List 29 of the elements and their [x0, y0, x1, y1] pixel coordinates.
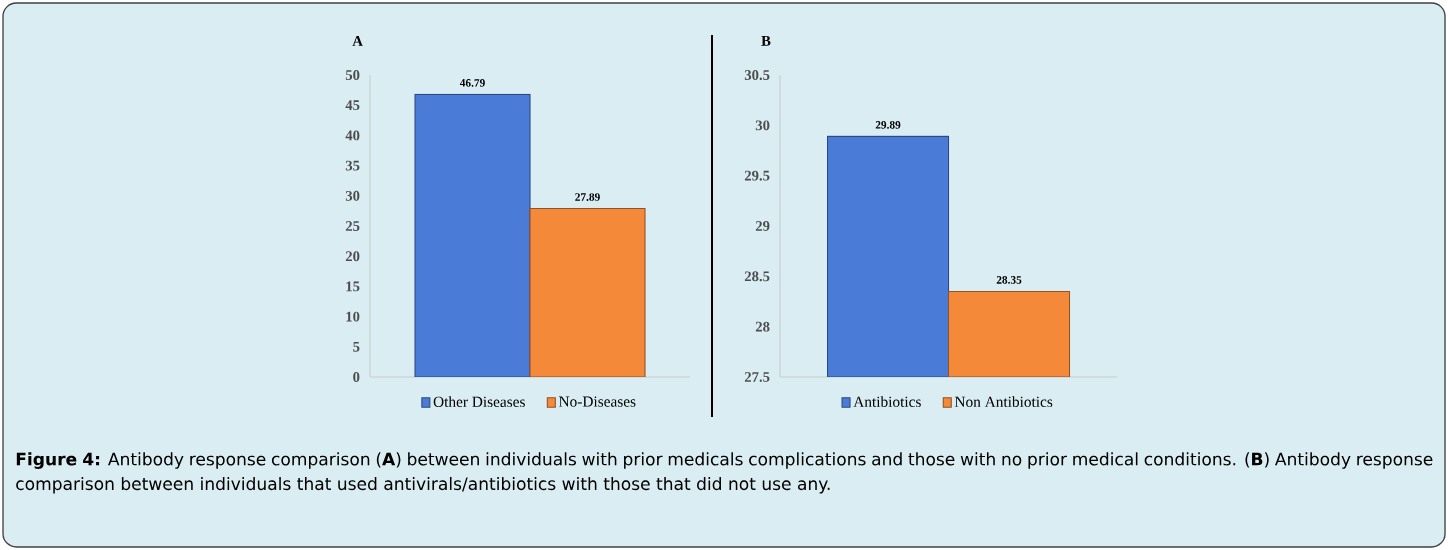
y-tick-label: 0	[353, 372, 360, 382]
y-tick-label: 27.5	[744, 372, 770, 382]
text: Figure 4: Antibody response comparison (A) between individuals with prior medicals complications and those with no prior medical conditions. (B) Antibody response comparison between individuals that used antivirals/antibiotics with those that did not use any.	[16, 452, 1433, 494]
data-label: 46.79	[459, 79, 485, 87]
legend-label: Non Antibiotics	[954, 396, 1053, 407]
y-tick-label: 29.5	[744, 170, 770, 181]
y-tick-label: 28	[755, 321, 770, 332]
y-tick-label: 20	[345, 251, 360, 262]
y-tick-label: 50	[345, 70, 360, 80]
y-tick-label: 30.5	[744, 70, 770, 80]
y-tick-label: 45	[345, 100, 360, 111]
legend-label: No-Diseases	[558, 396, 636, 407]
legend-label: Antibiotics	[853, 396, 921, 407]
data-label: 28.35	[996, 276, 1022, 284]
y-tick-label: 29	[755, 221, 770, 231]
y-tick-label: 28.5	[744, 271, 770, 282]
y-tick-label: 30	[345, 190, 360, 201]
y-tick-label: 15	[346, 281, 360, 292]
chart-title: B	[761, 36, 771, 46]
y-tick-label: 10	[346, 311, 360, 322]
data-label: 29.89	[875, 121, 901, 129]
y-tick-label: 5	[353, 341, 360, 352]
legend-label: Other Diseases	[433, 396, 525, 407]
chart-title: A	[352, 36, 363, 46]
data-label: 27.89	[575, 193, 600, 201]
y-tick-label: 25	[345, 221, 360, 231]
y-tick-label: 40	[345, 130, 360, 141]
y-tick-label: 35	[345, 160, 360, 171]
y-tick-label: 30	[755, 120, 770, 131]
